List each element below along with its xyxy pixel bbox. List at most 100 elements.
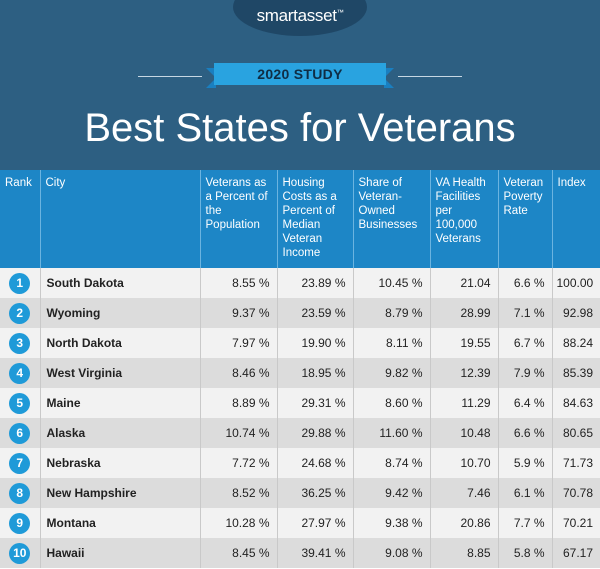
city-cell: North Dakota <box>39 328 200 358</box>
col-header-housing: Housing Costs as a Percent of Median Vet… <box>276 170 353 268</box>
rank-cell: 9 <box>0 508 40 538</box>
table-row: 9 Montana 10.28 % 27.97 % 9.38 % 20.86 7.7 % 70… <box>0 508 600 538</box>
poverty-cell: 6.6 % <box>497 268 552 298</box>
index-cell: 80.65 <box>551 418 600 448</box>
col-header-pct-pop: Veterans as a Percent of the Population <box>199 170 277 268</box>
rank-badge: 2 <box>9 302 31 324</box>
index-cell: 70.78 <box>551 478 600 508</box>
rank-badge: 1 <box>9 272 31 294</box>
pct-pop-cell: 10.74 % <box>199 418 277 448</box>
table-row: 4 West Virginia 8.46 % 18.95 % 9.82 % 12.39 7.… <box>0 358 600 388</box>
rank-badge: 9 <box>9 512 31 534</box>
va-facilities-cell: 10.70 <box>429 448 498 478</box>
city-cell: South Dakota <box>39 268 200 298</box>
col-header-va-facilities: VA Health Facilities per 100,000 Veteran… <box>429 170 498 268</box>
index-cell: 84.63 <box>551 388 600 418</box>
table-row: 5 Maine 8.89 % 29.31 % 8.60 % 11.29 6.4 % 84.63 <box>0 388 600 418</box>
va-facilities-cell: 12.39 <box>429 358 498 388</box>
pct-pop-cell: 9.37 % <box>199 298 277 328</box>
table-row: 2 Wyoming 9.37 % 23.59 % 8.79 % 28.99 7.1 % 92.… <box>0 298 600 328</box>
poverty-cell: 5.9 % <box>497 448 552 478</box>
rank-badge: 10 <box>9 542 31 564</box>
rank-badge: 5 <box>9 392 31 414</box>
housing-cell: 27.97 % <box>276 508 353 538</box>
businesses-cell: 9.08 % <box>352 538 430 568</box>
housing-cell: 29.31 % <box>276 388 353 418</box>
table-row: 6 Alaska 10.74 % 29.88 % 11.60 % 10.48 6.6 % 80… <box>0 418 600 448</box>
city-cell: Maine <box>39 388 200 418</box>
smartasset-logo: smartasset™ <box>256 6 344 25</box>
rank-cell: 7 <box>0 448 40 478</box>
col-header-poverty: Veteran Poverty Rate <box>497 170 552 268</box>
index-cell: 71.73 <box>551 448 600 478</box>
col-header-index: Index <box>551 170 600 268</box>
index-cell: 92.98 <box>551 298 600 328</box>
divider-left <box>138 76 202 77</box>
poverty-cell: 5.8 % <box>497 538 552 568</box>
table-row: 8 New Hampshire 8.52 % 36.25 % 9.42 % 7.46 6.1… <box>0 478 600 508</box>
housing-cell: 23.89 % <box>276 268 353 298</box>
pct-pop-cell: 8.46 % <box>199 358 277 388</box>
va-facilities-cell: 10.48 <box>429 418 498 448</box>
rank-cell: 4 <box>0 358 40 388</box>
businesses-cell: 9.38 % <box>352 508 430 538</box>
pct-pop-cell: 8.52 % <box>199 478 277 508</box>
header-banner: smartasset™ 2020 STUDY Best States for V… <box>0 0 600 170</box>
va-facilities-cell: 19.55 <box>429 328 498 358</box>
col-header-rank: Rank <box>0 170 40 268</box>
va-facilities-cell: 20.86 <box>429 508 498 538</box>
pct-pop-cell: 7.72 % <box>199 448 277 478</box>
rank-cell: 3 <box>0 328 40 358</box>
poverty-cell: 6.4 % <box>497 388 552 418</box>
va-facilities-cell: 8.85 <box>429 538 498 568</box>
rank-badge: 7 <box>9 452 31 474</box>
study-ribbon: 2020 STUDY <box>214 63 386 85</box>
va-facilities-cell: 21.04 <box>429 268 498 298</box>
pct-pop-cell: 8.55 % <box>199 268 277 298</box>
rank-badge: 8 <box>9 482 31 504</box>
page-title: Best States for Veterans <box>84 106 516 150</box>
businesses-cell: 8.74 % <box>352 448 430 478</box>
poverty-cell: 6.1 % <box>497 478 552 508</box>
city-cell: Wyoming <box>39 298 200 328</box>
rank-cell: 2 <box>0 298 40 328</box>
city-cell: Montana <box>39 508 200 538</box>
poverty-cell: 6.7 % <box>497 328 552 358</box>
index-cell: 85.39 <box>551 358 600 388</box>
housing-cell: 24.68 % <box>276 448 353 478</box>
table-row: 1 South Dakota 8.55 % 23.89 % 10.45 % 21.04 6.… <box>0 268 600 298</box>
index-cell: 88.24 <box>551 328 600 358</box>
rank-cell: 5 <box>0 388 40 418</box>
va-facilities-cell: 7.46 <box>429 478 498 508</box>
businesses-cell: 11.60 % <box>352 418 430 448</box>
rank-cell: 1 <box>0 268 40 298</box>
divider-right <box>398 76 462 77</box>
businesses-cell: 8.11 % <box>352 328 430 358</box>
businesses-cell: 8.79 % <box>352 298 430 328</box>
businesses-cell: 8.60 % <box>352 388 430 418</box>
housing-cell: 18.95 % <box>276 358 353 388</box>
businesses-cell: 9.82 % <box>352 358 430 388</box>
index-cell: 100.00 <box>551 268 600 298</box>
rank-cell: 6 <box>0 418 40 448</box>
pct-pop-cell: 7.97 % <box>199 328 277 358</box>
poverty-cell: 7.9 % <box>497 358 552 388</box>
housing-cell: 29.88 % <box>276 418 353 448</box>
pct-pop-cell: 10.28 % <box>199 508 277 538</box>
rank-badge: 6 <box>9 422 31 444</box>
table-row: 7 Nebraska 7.72 % 24.68 % 8.74 % 10.70 5.9 % 71… <box>0 448 600 478</box>
poverty-cell: 6.6 % <box>497 418 552 448</box>
table-row: 3 North Dakota 7.97 % 19.90 % 8.11 % 19.55 6.7… <box>0 328 600 358</box>
city-cell: Alaska <box>39 418 200 448</box>
businesses-cell: 10.45 % <box>352 268 430 298</box>
housing-cell: 19.90 % <box>276 328 353 358</box>
poverty-cell: 7.7 % <box>497 508 552 538</box>
col-header-city: City <box>39 170 200 268</box>
city-cell: New Hampshire <box>39 478 200 508</box>
table-row: 10 Hawaii 8.45 % 39.41 % 9.08 % 8.85 5.8 % 67.1… <box>0 538 600 568</box>
index-cell: 67.17 <box>551 538 600 568</box>
rank-badge: 3 <box>9 332 31 354</box>
city-cell: West Virginia <box>39 358 200 388</box>
city-cell: Hawaii <box>39 538 200 568</box>
table-header-row: Rank City Veterans as a Percent of the P… <box>0 170 600 268</box>
